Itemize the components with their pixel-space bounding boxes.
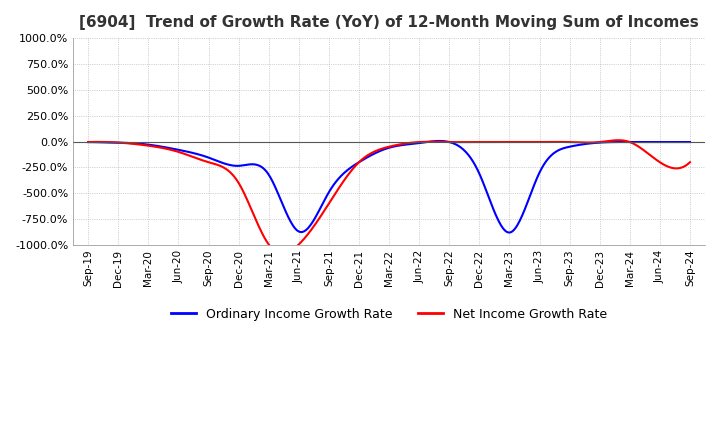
Ordinary Income Growth Rate xyxy=(505,230,513,235)
Legend: Ordinary Income Growth Rate, Net Income Growth Rate: Ordinary Income Growth Rate, Net Income … xyxy=(166,303,612,326)
Ordinary Income Growth Rate xyxy=(435,138,444,143)
Title: [6904]  Trend of Growth Rate (YoY) of 12-Month Moving Sum of Incomes: [6904] Trend of Growth Rate (YoY) of 12-… xyxy=(79,15,699,30)
Net Income Growth Rate xyxy=(685,160,694,165)
Line: Ordinary Income Growth Rate: Ordinary Income Growth Rate xyxy=(88,141,690,233)
Ordinary Income Growth Rate xyxy=(444,139,452,144)
Net Income Growth Rate xyxy=(84,139,92,145)
Ordinary Income Growth Rate xyxy=(369,151,378,157)
Net Income Growth Rate xyxy=(278,251,287,256)
Ordinary Income Growth Rate xyxy=(580,142,588,147)
Net Income Growth Rate xyxy=(578,140,587,145)
Net Income Growth Rate xyxy=(444,139,452,145)
Net Income Growth Rate xyxy=(410,140,419,145)
Ordinary Income Growth Rate xyxy=(84,139,92,145)
Net Income Growth Rate xyxy=(614,138,623,143)
Line: Net Income Growth Rate: Net Income Growth Rate xyxy=(88,140,690,253)
Net Income Growth Rate xyxy=(374,147,383,152)
Net Income Growth Rate xyxy=(674,166,683,171)
Ordinary Income Growth Rate xyxy=(373,150,382,155)
Ordinary Income Growth Rate xyxy=(674,139,683,145)
Ordinary Income Growth Rate xyxy=(685,139,694,145)
Ordinary Income Growth Rate xyxy=(410,141,418,147)
Net Income Growth Rate xyxy=(371,149,379,154)
